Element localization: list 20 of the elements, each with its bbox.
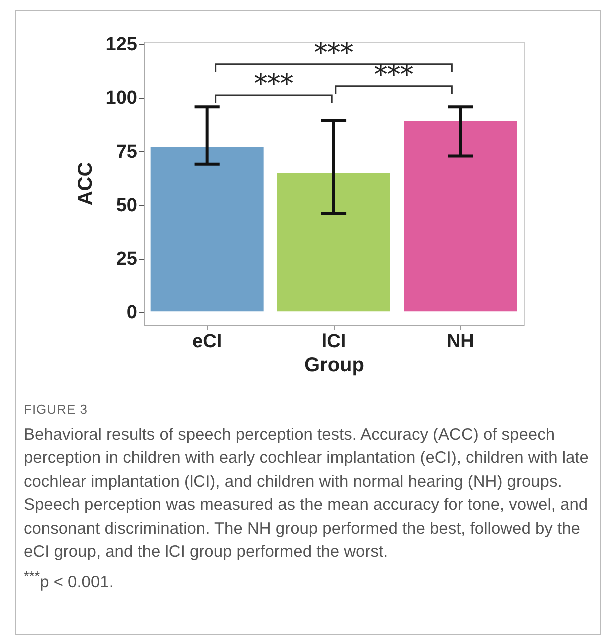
- text: $^{***}$p < 0.001.: [24, 568, 115, 593]
- y-tick-label: 75: [116, 142, 138, 163]
- bar: [150, 146, 265, 313]
- x-tick-label: lCI: [322, 332, 346, 352]
- annotation: ***: [254, 69, 294, 100]
- bar: [276, 172, 392, 313]
- text: Behavioral results of speech perception tests. Accuracy (ACC) of speech perception in children with early cochlear implantation (eCI), children with late cochlear implantation (lCI), and children with normal hearing (NH) groups. Speech perception was measured as the mean accuracy for tone, vowel, and consonant discrimination. The NH group performed the best, followed by the eCI group, and the lCI group performed the worst.: [24, 424, 590, 563]
- y-tick-label: 25: [116, 249, 138, 270]
- bar: [403, 120, 518, 313]
- x-tick-label: eCI: [192, 332, 222, 352]
- y-tick-label: 100: [106, 88, 138, 110]
- annotation: ***: [374, 60, 414, 90]
- y-axis-title: ACC: [74, 162, 97, 206]
- annotation: ***: [314, 38, 354, 68]
- x-tick-label: NH: [446, 332, 474, 352]
- caption: FIGURE 3: [24, 401, 89, 419]
- y-tick-label: 125: [106, 34, 138, 56]
- x-axis-title: Group: [304, 354, 364, 376]
- y-tick-label: 0: [126, 302, 138, 324]
- y-tick-label: 50: [116, 195, 138, 216]
